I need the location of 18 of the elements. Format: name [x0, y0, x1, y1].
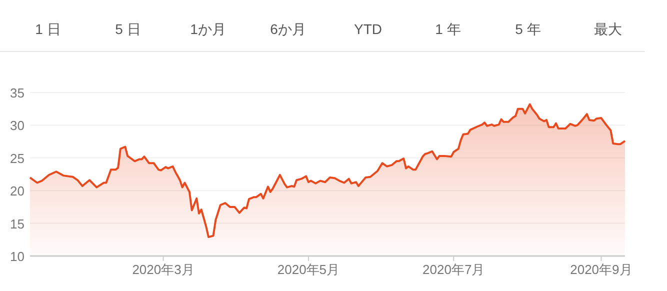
- text: YTD: [354, 21, 382, 37]
- x-tick-label: 2020年5月: [277, 262, 340, 277]
- text: 1 日: [35, 21, 61, 37]
- y-tick-label: 30: [10, 118, 24, 134]
- text: 最大: [594, 21, 622, 37]
- y-tick-label: 10: [10, 249, 24, 264]
- text: 1 年: [435, 21, 461, 37]
- text: 5 日: [115, 21, 141, 37]
- text: 6か月: [270, 21, 306, 37]
- x-tick-label: 2020年9月: [570, 262, 632, 277]
- y-tick-label: 15: [10, 216, 24, 232]
- text: 5 年: [515, 21, 541, 37]
- x-tick-label: 2020年7月: [422, 262, 485, 277]
- y-tick-label: 25: [10, 150, 24, 166]
- x-tick-label: 2020年3月: [132, 262, 194, 277]
- y-tick-label: 20: [10, 184, 24, 199]
- y-tick-label: 35: [10, 86, 24, 100]
- text: 1か月: [190, 21, 226, 37]
